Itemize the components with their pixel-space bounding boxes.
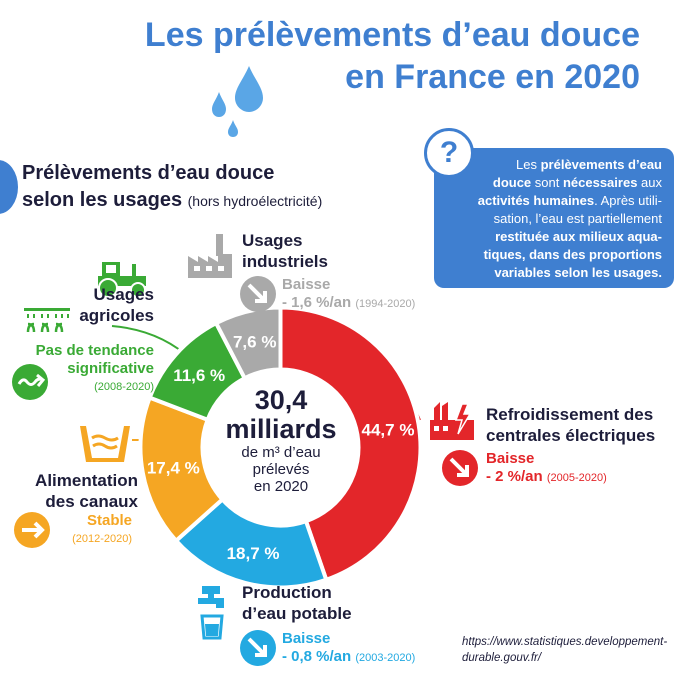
total-desc-3: en 2020 — [253, 478, 309, 495]
section-marker — [0, 160, 18, 214]
power-plant-icon — [430, 402, 474, 440]
tractor-icon — [98, 262, 146, 298]
total-desc-2: prélevés — [252, 461, 310, 478]
canal-icon — [80, 426, 130, 462]
info-text: Les prélèvements d’eau douce sont nécess… — [477, 157, 662, 280]
info-box — [434, 148, 674, 288]
slice-label: 18,7 % — [227, 544, 280, 563]
donut-slice — [213, 305, 283, 381]
source-text: https://www.statistiques.developpement- … — [462, 636, 668, 664]
slice-label: 44,7 % — [362, 420, 415, 439]
power-label: Refroidissement des centrales électrique… — [486, 405, 656, 445]
trend-none-icon — [12, 364, 48, 400]
donut-center-text: 30,4 milliards de m³ d’eau prélevés en 2… — [216, 385, 346, 496]
total-desc-1: de m³ d’eau — [241, 444, 321, 461]
water-trend: Baisse - 0,8 %/an (2003-2020) — [282, 630, 416, 665]
question-icon: ? — [424, 128, 474, 178]
trend-stable-icon — [14, 512, 50, 548]
page-title: Les prélèvements d’eau douce en France e… — [60, 14, 640, 98]
water-label: Production d’eau potable — [242, 583, 352, 623]
canal-trend: Stable (2012-2020) — [72, 512, 132, 545]
total-unit: milliards — [225, 414, 337, 444]
canal-label: Alimentation des canaux — [35, 471, 138, 511]
slice-label: 17,4 % — [147, 458, 200, 477]
industrial-label: Usages industriels — [242, 231, 328, 271]
slice-label: 11,6 % — [173, 366, 225, 385]
agri-label: Usages agricoles — [79, 285, 154, 325]
faucet-icon — [198, 586, 224, 640]
title-line-2: en France en 2020 — [345, 58, 640, 96]
water-drops-icon — [212, 66, 263, 137]
agri-trend: Pas de tendance significative (2008-2020… — [35, 342, 154, 393]
trend-down-icon — [240, 276, 276, 312]
slice-label: 7,6 % — [233, 333, 276, 352]
section-subtitle: (hors hydroélectricité) — [187, 193, 323, 209]
donut-chart: 44,7 % 18,7 % 17,4 % 11,6 % 7,6 % — [138, 305, 423, 590]
section-title: Prélèvements d’eau douce selon les usage… — [22, 160, 322, 215]
irrigation-icon — [24, 308, 70, 333]
donut-slice — [278, 305, 423, 583]
factory-icon — [188, 234, 232, 278]
section-title-line-1: Prélèvements d’eau douce — [22, 162, 275, 184]
total-value: 30,4 — [254, 385, 308, 415]
power-trend: Baisse - 2 %/an (2005-2020) — [486, 450, 607, 485]
title-line-1: Les prélèvements d’eau douce — [144, 16, 640, 54]
trend-down-icon — [442, 450, 478, 486]
trend-down-icon — [240, 630, 276, 666]
industrial-trend: Baisse - 1,6 %/an (1994-2020) — [282, 276, 416, 311]
section-title-line-2: selon les usages — [22, 189, 183, 211]
